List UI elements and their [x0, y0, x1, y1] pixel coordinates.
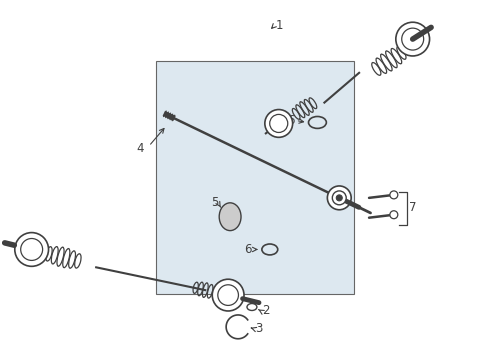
Text: 3: 3: [255, 322, 262, 336]
Ellipse shape: [219, 203, 241, 231]
Circle shape: [402, 28, 424, 50]
Circle shape: [396, 22, 430, 56]
Bar: [156, 61, 354, 294]
Circle shape: [336, 195, 342, 201]
Circle shape: [212, 279, 244, 311]
Circle shape: [15, 233, 49, 266]
Circle shape: [21, 238, 43, 260]
Circle shape: [327, 186, 351, 210]
Text: 4: 4: [136, 142, 144, 155]
Circle shape: [390, 191, 398, 199]
Text: 2: 2: [262, 305, 270, 318]
Circle shape: [332, 191, 346, 205]
Text: 6: 6: [245, 243, 252, 256]
Circle shape: [390, 211, 398, 219]
Text: 7: 7: [409, 201, 416, 214]
Text: 6: 6: [287, 114, 294, 127]
Text: 1: 1: [276, 19, 283, 32]
Circle shape: [270, 114, 288, 132]
Circle shape: [265, 109, 293, 137]
Text: 5: 5: [211, 196, 218, 209]
Circle shape: [218, 285, 239, 305]
